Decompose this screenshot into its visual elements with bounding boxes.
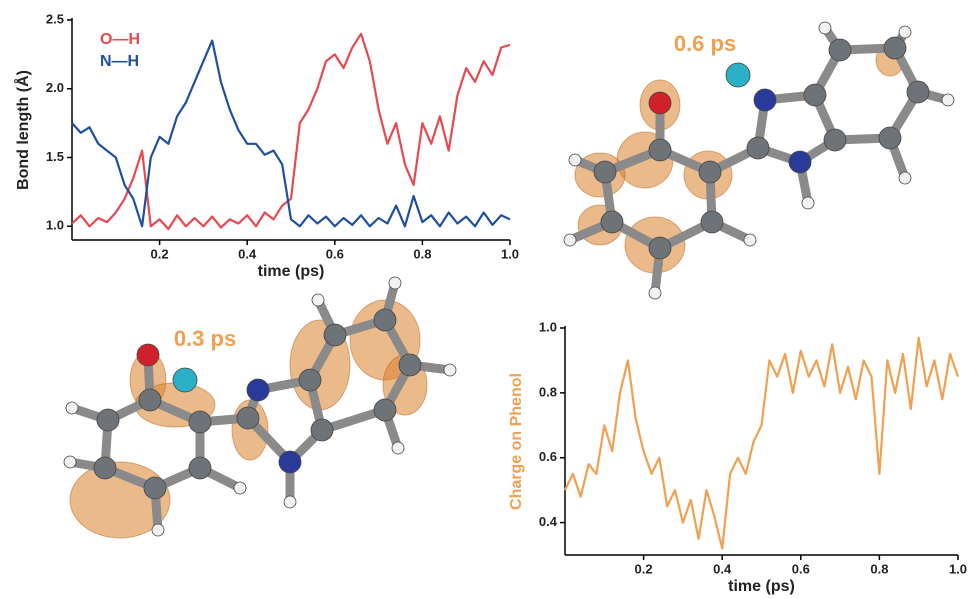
- atom: [747, 137, 769, 159]
- atom: [324, 324, 346, 346]
- atom: [374, 309, 396, 331]
- atom: [594, 161, 616, 183]
- atom: [173, 368, 197, 392]
- atom: [299, 369, 321, 391]
- atom: [879, 127, 901, 149]
- atom: [699, 161, 721, 183]
- y-axis-label: Charge on Phenol: [508, 373, 525, 510]
- atom: [744, 234, 756, 246]
- snapshot-label: 0.6 ps: [674, 31, 736, 56]
- atom: [789, 151, 811, 173]
- figure: 0.6 ps 0.3 ps 1.0 1.5 2.0 2.5 0.2 0.4 0.6 0.8 1.…: [0, 0, 969, 599]
- atom: [137, 344, 159, 366]
- snapshot-label: 0.3 ps: [174, 326, 236, 351]
- atom: [152, 524, 164, 536]
- x-tick-label: 0.6: [326, 246, 344, 261]
- y-axis-label: Bond length (Å): [13, 70, 32, 190]
- y-tick-label: 2.5: [46, 11, 64, 26]
- atom: [884, 37, 906, 59]
- x-tick-label: 0.4: [238, 246, 257, 261]
- atom: [392, 442, 404, 454]
- x-tick-label: 0.8: [870, 561, 888, 576]
- legend-label: O—H: [100, 31, 140, 48]
- atom: [399, 354, 421, 376]
- atom: [279, 451, 301, 473]
- atom: [649, 287, 661, 299]
- atom: [899, 172, 911, 184]
- data-line: [565, 338, 958, 549]
- y-tick-label: 0.6: [539, 449, 557, 464]
- page: {"chart_data": [ {"type": "line", "y_lab…: [0, 0, 969, 599]
- x-tick-label: 1.0: [501, 246, 519, 261]
- atom: [284, 496, 296, 508]
- atom: [389, 277, 401, 289]
- atom: [237, 407, 259, 429]
- atom: [564, 234, 576, 246]
- atom: [942, 94, 954, 106]
- x-axis-label: time (ps): [728, 578, 795, 595]
- atom: [66, 402, 78, 414]
- x-axis-label: time (ps): [258, 263, 325, 280]
- legend-label: N—H: [100, 53, 139, 70]
- atom: [754, 89, 776, 111]
- atom: [804, 84, 826, 106]
- atom: [829, 39, 851, 61]
- y-tick-label: 0.8: [539, 384, 557, 399]
- atom: [189, 411, 211, 433]
- x-tick-label: 0.8: [413, 246, 431, 261]
- y-tick-label: 1.0: [46, 218, 64, 233]
- atom: [247, 379, 269, 401]
- atom: [374, 399, 396, 421]
- atom: [139, 389, 161, 411]
- atom: [899, 26, 911, 38]
- y-tick-label: 1.5: [46, 149, 64, 164]
- atom: [444, 364, 456, 376]
- atom: [649, 139, 671, 161]
- atom: [64, 456, 76, 468]
- x-tick-label: 0.6: [792, 561, 810, 576]
- x-tick-label: 0.2: [635, 561, 653, 576]
- atom: [819, 22, 831, 34]
- atom: [649, 237, 671, 259]
- atom: [824, 129, 846, 151]
- atom: [94, 457, 116, 479]
- atom: [189, 457, 211, 479]
- atom: [907, 81, 929, 103]
- atom: [802, 197, 814, 209]
- y-tick-label: 2.0: [46, 80, 64, 95]
- atom: [649, 92, 671, 114]
- atom: [144, 477, 166, 499]
- y-tick-label: 0.4: [539, 514, 558, 529]
- atom: [569, 154, 581, 166]
- atom: [701, 211, 723, 233]
- y-tick-label: 1.0: [539, 319, 557, 334]
- x-tick-label: 1.0: [949, 561, 967, 576]
- atom: [97, 409, 119, 431]
- atom: [234, 482, 246, 494]
- x-tick-label: 0.2: [151, 246, 169, 261]
- atom: [312, 294, 324, 306]
- atom: [601, 211, 623, 233]
- x-tick-label: 0.4: [713, 561, 732, 576]
- atom: [726, 63, 750, 87]
- atom: [311, 419, 333, 441]
